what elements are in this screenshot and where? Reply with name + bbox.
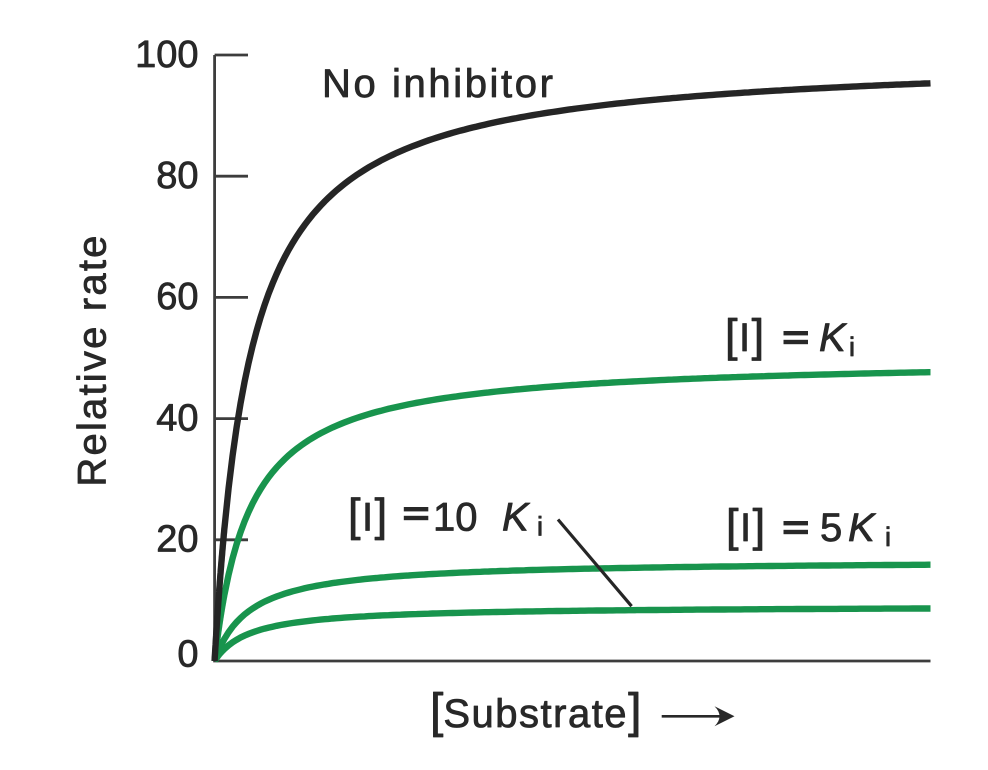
svg-text:80: 80 (156, 155, 198, 197)
svg-text:Relative rate: Relative rate (71, 233, 115, 486)
svg-text:No inhibitor: No inhibitor (322, 62, 556, 106)
svg-text:[Substrate]: [Substrate] (430, 685, 641, 738)
svg-text:20: 20 (156, 519, 198, 561)
svg-text:100: 100 (135, 34, 198, 76)
svg-text:40: 40 (156, 397, 198, 439)
svg-text:[I]5Ki: [I] 5 Ki (726, 500, 891, 552)
svg-text:[I]Ki: [I] Ki (725, 310, 855, 362)
svg-text:60: 60 (156, 276, 198, 318)
svg-text:0: 0 (177, 633, 198, 675)
